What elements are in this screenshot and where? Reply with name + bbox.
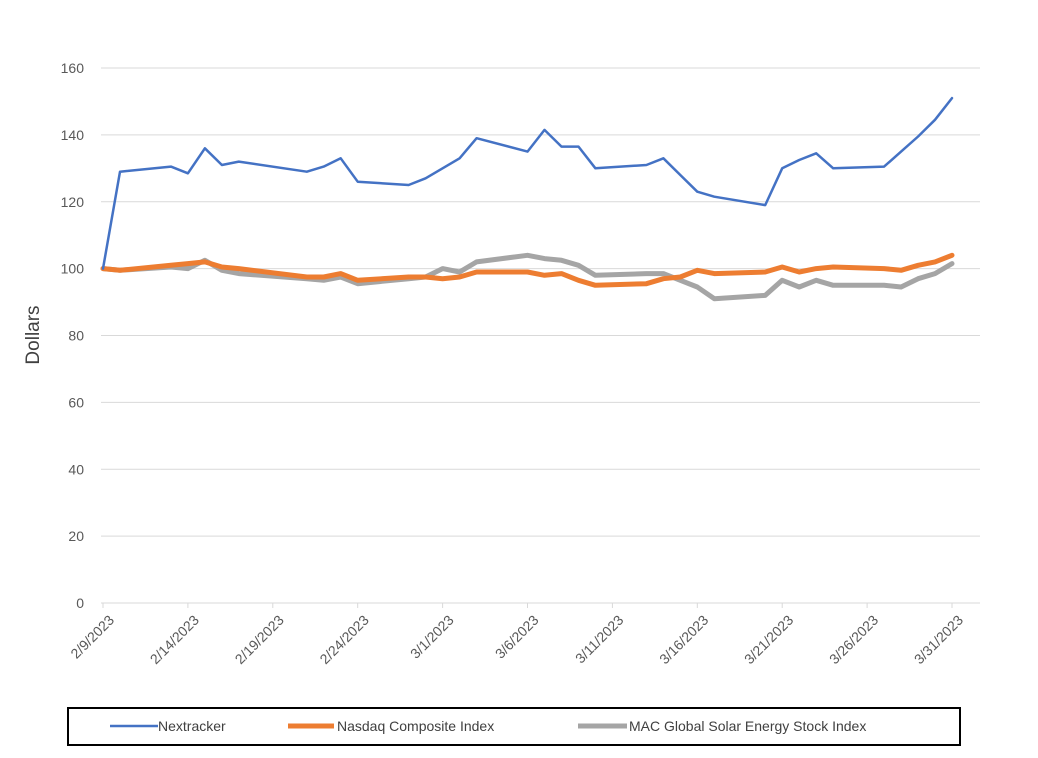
x-tick-label-5: 3/6/2023 [492, 612, 542, 662]
y-tick-label-160: 160 [61, 60, 85, 76]
y-tick-label-80: 80 [68, 328, 84, 344]
x-tick-label-9: 3/26/2023 [826, 612, 882, 668]
legend: Nextracker Nasdaq Composite Index MAC Gl… [67, 707, 961, 746]
legend-label-nextracker: Nextracker [158, 718, 226, 734]
x-tick-label-7: 3/16/2023 [656, 612, 712, 668]
x-tick-label-2: 2/19/2023 [232, 612, 288, 668]
x-tick-label-4: 3/1/2023 [407, 612, 457, 662]
y-tick-label-20: 20 [68, 528, 84, 544]
x-axis-ticks: 2/9/2023 2/14/2023 2/19/2023 2/24/2023 3/1/2… [67, 603, 966, 667]
x-tick-label-3: 2/24/2023 [316, 612, 372, 668]
legend-label-nasdaq: Nasdaq Composite Index [337, 718, 494, 734]
y-tick-label-120: 120 [61, 194, 85, 210]
y-axis-ticks: 0 20 40 60 80 100 120 140 160 [61, 60, 85, 611]
y-axis-title: Dollars [23, 305, 44, 364]
legend-item-nasdaq: Nasdaq Composite Index [288, 718, 494, 734]
series-lines [100, 96, 955, 302]
y-tick-label-60: 60 [68, 394, 84, 410]
legend-label-mac-solar: MAC Global Solar Energy Stock Index [629, 718, 866, 734]
y-tick-label-0: 0 [76, 595, 84, 611]
x-tick-label-10: 3/31/2023 [911, 612, 967, 668]
legend-item-nextracker: Nextracker [110, 718, 226, 734]
legend-item-mac-solar: MAC Global Solar Energy Stock Index [578, 718, 866, 734]
series-line-nasdaq [100, 252, 955, 288]
x-tick-label-6: 3/11/2023 [572, 612, 627, 667]
x-tick-label-8: 3/21/2023 [741, 612, 797, 668]
legend-box [67, 707, 961, 746]
gridlines [101, 67, 980, 537]
x-tick-label-0: 2/9/2023 [67, 612, 117, 662]
x-tick-label-1: 2/14/2023 [147, 612, 203, 668]
y-tick-label-40: 40 [68, 461, 84, 477]
y-tick-label-140: 140 [61, 127, 85, 143]
y-tick-label-100: 100 [61, 261, 85, 277]
series-line-nextracker [101, 96, 954, 270]
series-line-mac-solar [100, 252, 955, 302]
